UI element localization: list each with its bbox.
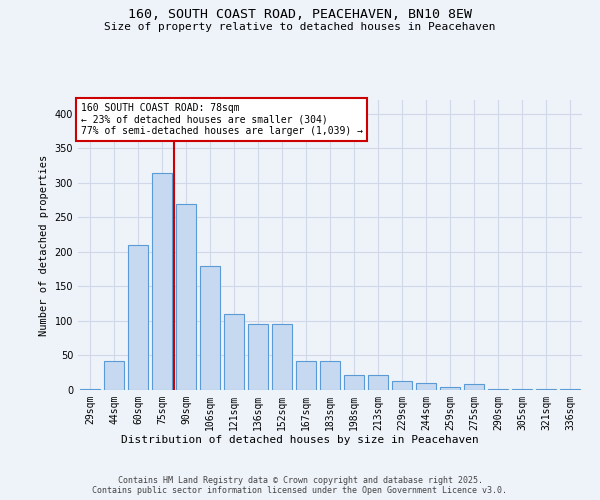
Bar: [152, 172, 172, 390]
Bar: [224, 314, 244, 390]
Text: Distribution of detached houses by size in Peacehaven: Distribution of detached houses by size …: [121, 435, 479, 445]
Text: 160, SOUTH COAST ROAD, PEACEHAVEN, BN10 8EW: 160, SOUTH COAST ROAD, PEACEHAVEN, BN10 …: [128, 8, 472, 20]
Bar: [368, 375, 388, 390]
Bar: [416, 383, 436, 390]
Text: Contains HM Land Registry data © Crown copyright and database right 2025.
Contai: Contains HM Land Registry data © Crown c…: [92, 476, 508, 495]
Bar: [344, 375, 364, 390]
Bar: [128, 245, 148, 390]
Bar: [488, 388, 508, 390]
Text: Size of property relative to detached houses in Peacehaven: Size of property relative to detached ho…: [104, 22, 496, 32]
Bar: [440, 386, 460, 390]
Bar: [296, 361, 316, 390]
Bar: [560, 388, 580, 390]
Bar: [512, 388, 532, 390]
Y-axis label: Number of detached properties: Number of detached properties: [39, 154, 49, 336]
Bar: [200, 266, 220, 390]
Bar: [176, 204, 196, 390]
Bar: [104, 361, 124, 390]
Text: 160 SOUTH COAST ROAD: 78sqm
← 23% of detached houses are smaller (304)
77% of se: 160 SOUTH COAST ROAD: 78sqm ← 23% of det…: [80, 103, 362, 136]
Bar: [248, 324, 268, 390]
Bar: [80, 388, 100, 390]
Bar: [272, 324, 292, 390]
Bar: [464, 384, 484, 390]
Bar: [392, 381, 412, 390]
Bar: [320, 361, 340, 390]
